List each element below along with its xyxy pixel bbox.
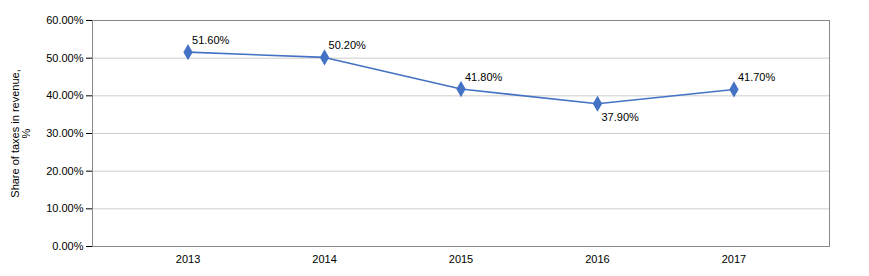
svg-text:Share of taxes in revenue,%: Share of taxes in revenue,% [9,69,32,197]
svg-text:30.00%: 30.00% [46,127,84,139]
svg-text:40.00%: 40.00% [46,89,84,101]
svg-text:50.20%: 50.20% [329,39,367,51]
svg-text:2013: 2013 [176,253,200,265]
svg-text:2014: 2014 [312,253,336,265]
svg-text:51.60%: 51.60% [192,34,230,46]
svg-text:41.70%: 41.70% [738,71,776,83]
svg-text:60.00%: 60.00% [46,14,84,26]
svg-text:2017: 2017 [722,253,746,265]
svg-text:10.00%: 10.00% [46,202,84,214]
svg-text:37.90%: 37.90% [601,111,639,123]
svg-text:41.80%: 41.80% [465,71,503,83]
svg-text:2016: 2016 [585,253,609,265]
svg-text:50.00%: 50.00% [46,52,84,64]
svg-text:20.00%: 20.00% [46,165,84,177]
svg-text:2015: 2015 [449,253,473,265]
svg-text:0.00%: 0.00% [52,240,83,252]
